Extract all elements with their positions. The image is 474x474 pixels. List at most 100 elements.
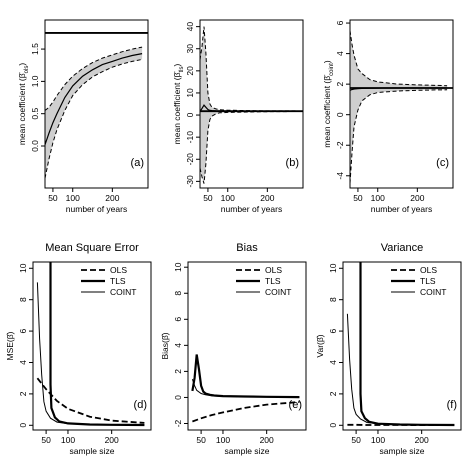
y-label-subscript: coint bbox=[329, 63, 335, 76]
y-label-close: ) bbox=[172, 64, 182, 67]
series-line-mean bbox=[45, 53, 143, 145]
plot-frame bbox=[44, 19, 149, 189]
x-tick-label: 100 bbox=[61, 435, 75, 445]
panel-label: (f) bbox=[447, 399, 457, 411]
series-line-ols bbox=[36, 377, 145, 424]
legend-label-ols: OLS bbox=[420, 265, 437, 275]
y-tick-label: 0.0 bbox=[30, 140, 40, 152]
x-tick-label: 50 bbox=[351, 435, 361, 445]
y-label-main: Bias(β̂) bbox=[160, 332, 170, 359]
panel-label: (e) bbox=[289, 399, 302, 411]
x-axis-label: number of years bbox=[221, 204, 282, 214]
plot-frame bbox=[349, 19, 454, 189]
x-axis-label: sample size bbox=[380, 446, 425, 456]
panel-e: 50 100 200 -2 0 2 4 6 8 10 sample size Bias(β̂) Bias… bbox=[160, 242, 307, 456]
band-upper-line bbox=[350, 30, 448, 87]
y-label-main: Var(β̂) bbox=[315, 334, 325, 357]
y-tick-label: 4 bbox=[328, 360, 338, 365]
y-axis-label: mean coefficient (β̄ols) bbox=[17, 63, 30, 146]
y-tick-label: -20 bbox=[185, 153, 195, 166]
plot-frame bbox=[187, 261, 307, 431]
plot-area bbox=[36, 262, 145, 427]
x-tick-label: 100 bbox=[221, 193, 235, 203]
x-tick-label: 100 bbox=[371, 435, 385, 445]
y-label-close: ) bbox=[322, 60, 332, 63]
y-tick-label: -10 bbox=[185, 131, 195, 144]
x-tick-label: 200 bbox=[410, 193, 424, 203]
y-tick-label: -2 bbox=[335, 141, 345, 149]
panel-a: 50 100 200 0.0 0.5 1.0 1.5 number of years mean … bbox=[17, 19, 149, 214]
y-tick-label: 1.0 bbox=[30, 75, 40, 87]
y-tick-label: 30 bbox=[185, 44, 195, 54]
y-tick-label: 0 bbox=[173, 395, 183, 400]
panel-title: Variance bbox=[381, 242, 424, 254]
band-lower-line bbox=[350, 89, 448, 184]
y-tick-label: 6 bbox=[328, 328, 338, 333]
band-upper-line bbox=[200, 26, 298, 112]
panel-label: (a) bbox=[131, 157, 144, 169]
y-tick-label: 10 bbox=[18, 263, 28, 273]
y-axis-label: MSE(β̂) bbox=[5, 331, 15, 360]
plot-area bbox=[350, 30, 453, 184]
band-lower-line bbox=[200, 111, 298, 184]
y-label-subscript: ols bbox=[24, 66, 30, 74]
y-tick-label: 8 bbox=[173, 291, 183, 296]
plot-area bbox=[200, 26, 303, 184]
series-line-ols bbox=[192, 401, 300, 423]
legend-label-tls: TLS bbox=[265, 276, 281, 286]
y-tick-label: 0 bbox=[335, 112, 345, 117]
x-tick-label: 50 bbox=[41, 435, 51, 445]
y-tick-label: 4 bbox=[18, 360, 28, 365]
x-axis-label: sample size bbox=[70, 446, 115, 456]
y-tick-label: 6 bbox=[18, 328, 28, 333]
x-tick-label: 50 bbox=[203, 193, 213, 203]
panel-label: (b) bbox=[286, 157, 299, 169]
y-tick-label: 6 bbox=[173, 317, 183, 322]
y-label-main: mean coefficient (β̄ bbox=[17, 71, 27, 145]
y-label-main: mean coefficient (β̄ bbox=[172, 71, 182, 145]
panel-f: 50 100 200 0 2 4 6 8 10 sample size Var(β̂) Varianc… bbox=[315, 242, 462, 456]
y-tick-label: 40 bbox=[185, 22, 195, 32]
y-tick-label: 10 bbox=[328, 263, 338, 273]
legend-label-coint: COINT bbox=[265, 287, 291, 297]
y-tick-label: 2 bbox=[173, 369, 183, 374]
plot-frame bbox=[342, 261, 462, 431]
legend-label-coint: COINT bbox=[420, 287, 446, 297]
y-tick-label: 0 bbox=[18, 423, 28, 428]
y-tick-label: 0 bbox=[328, 423, 338, 428]
series-line-coint bbox=[36, 282, 145, 426]
plot-area bbox=[346, 262, 455, 427]
confidence-band bbox=[45, 47, 143, 179]
x-axis-label: sample size bbox=[225, 446, 270, 456]
y-tick-label: 0.5 bbox=[30, 108, 40, 120]
band-lower-line bbox=[45, 58, 143, 179]
plot-frame bbox=[199, 19, 304, 189]
legend-label-ols: OLS bbox=[265, 265, 282, 275]
y-label-close: ) bbox=[17, 63, 27, 66]
y-axis-label: mean coefficient (β̄tls) bbox=[172, 64, 185, 145]
series-line-coint bbox=[346, 313, 455, 426]
panel-title: Bias bbox=[236, 242, 258, 254]
y-tick-label: 1.5 bbox=[30, 43, 40, 55]
confidence-band bbox=[200, 26, 298, 184]
y-tick-label: 2 bbox=[18, 391, 28, 396]
x-tick-label: 100 bbox=[66, 193, 80, 203]
y-tick-label: 4 bbox=[335, 51, 345, 56]
y-tick-label: 8 bbox=[18, 297, 28, 302]
y-tick-label: 2 bbox=[335, 82, 345, 87]
y-label-subscript: tls bbox=[179, 67, 185, 73]
series-line-coint bbox=[191, 379, 300, 398]
series-line-mean bbox=[200, 104, 298, 113]
x-tick-label: 100 bbox=[371, 193, 385, 203]
x-tick-label: 200 bbox=[105, 435, 119, 445]
y-axis-label: Bias(β̂) bbox=[160, 332, 170, 359]
y-label-main: MSE(β̂) bbox=[5, 331, 15, 360]
plot-area bbox=[191, 354, 300, 423]
x-tick-label: 50 bbox=[196, 435, 206, 445]
y-tick-label: 2 bbox=[328, 391, 338, 396]
y-tick-label: 10 bbox=[185, 88, 195, 98]
y-tick-label: -4 bbox=[335, 172, 345, 180]
panel-d: 50 100 200 0 2 4 6 8 10 sample size MSE(β̂) Mean Sq… bbox=[5, 242, 152, 456]
y-tick-label: 20 bbox=[185, 66, 195, 76]
